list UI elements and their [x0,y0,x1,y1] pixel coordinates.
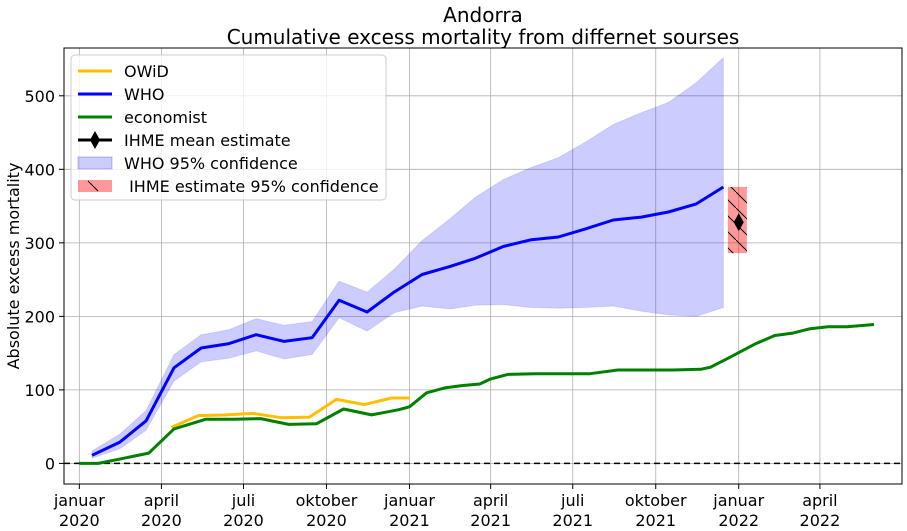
y-tick-label: 0 [45,454,55,473]
economist-line [79,323,875,465]
chart-title: Andorra [443,3,523,27]
plot-area [64,56,902,465]
legend-owid-label: OWiD [124,62,169,81]
legend-ihme-mean-label: IHME mean estimate [124,131,291,150]
x-tick-label: oktober [625,491,687,510]
legend-ihme-ci-hatch [87,180,99,192]
x-tick-label-year: 2021 [470,511,511,530]
legend: OWiD WHO economist IHME mean estimate WH… [70,54,387,201]
x-tick-label: april [144,491,179,510]
y-tick-label: 500 [24,87,55,106]
owid-line [170,396,410,429]
x-tick-label-year: 2020 [306,511,347,530]
y-axis-label: Absolute excess mortality [4,163,23,370]
x-tick-label: april [802,491,837,510]
legend-who-label: WHO [124,85,164,104]
x-tick-label-year: 2022 [718,511,759,530]
y-tick-label: 200 [24,307,55,326]
x-tick-label: januar [712,491,764,510]
legend-who-ci-label: WHO 95% confidence [124,154,298,173]
y-tick-label: 300 [24,234,55,253]
x-axis: januar2020april2020juli2020oktober2020ja… [53,484,840,530]
legend-economist-label: economist [124,108,207,127]
legend-ihme-mean-marker [90,131,100,149]
ihme-mean-marker [733,213,744,232]
legend-who-ci-swatch [77,156,113,170]
y-tick-label: 100 [24,381,55,400]
who-confidence-band [91,56,724,460]
x-tick-label-year: 2022 [800,511,841,530]
x-tick-label-year: 2020 [223,511,264,530]
x-tick-label: januar [53,491,105,510]
x-tick-label: januar [383,491,435,510]
x-tick-label-year: 2021 [635,511,676,530]
legend-box [70,54,387,201]
x-tick-label-year: 2021 [389,511,430,530]
x-tick-label-year: 2020 [59,511,100,530]
y-axis: 0 100 200 300 400 500 [24,87,64,473]
who-line [91,185,725,457]
plot-frame [63,47,903,485]
x-tick-label: april [473,491,508,510]
x-tick-label: oktober [296,491,358,510]
x-tick-label-year: 2020 [141,511,182,530]
x-tick-label: juli [231,491,255,510]
x-tick-label-year: 2021 [552,511,593,530]
x-tick-label: juli [560,491,584,510]
chart-subtitle: Cumulative excess mortality from differn… [227,25,740,49]
legend-ihme-ci-swatch [78,180,112,192]
y-tick-label: 400 [24,160,55,179]
legend-ihme-ci-label: IHME estimate 95% confidence [124,177,379,196]
